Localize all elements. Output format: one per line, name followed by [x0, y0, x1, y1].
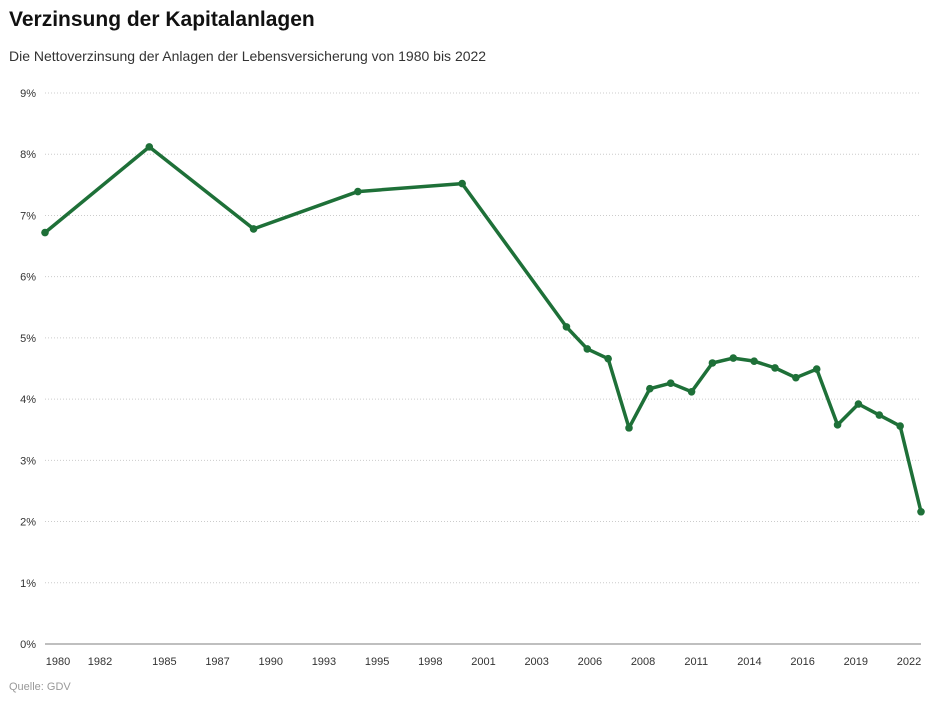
- y-tick-label: 6%: [20, 272, 36, 284]
- data-point: [875, 411, 884, 419]
- data-point: [812, 365, 821, 373]
- data-point: [792, 373, 800, 382]
- data-point: [917, 507, 925, 516]
- x-tick-label: 1990: [259, 656, 283, 668]
- chart-subtitle: Die Nettoverzinsung der Anlagen der Lebe…: [9, 48, 487, 64]
- y-tick-label: 0%: [20, 639, 36, 651]
- y-tick-label: 4%: [20, 394, 36, 406]
- data-point: [687, 387, 696, 396]
- x-tick-label: 2011: [684, 656, 708, 668]
- x-tick-label: 2022: [897, 656, 921, 668]
- y-tick-label: 7%: [20, 210, 36, 222]
- source-note: Quelle: GDV: [9, 681, 71, 693]
- y-tick-label: 9%: [20, 88, 36, 100]
- x-tick-label: 1982: [88, 656, 112, 668]
- data-point: [896, 422, 904, 430]
- x-tick-label: 1980: [46, 656, 70, 668]
- x-tick-label: 2003: [524, 656, 548, 668]
- x-tick-label: 1985: [152, 656, 176, 668]
- data-point: [145, 143, 154, 151]
- x-tick-label: 1987: [205, 656, 229, 668]
- y-tick-label: 3%: [20, 455, 36, 467]
- data-point: [833, 421, 842, 429]
- data-point: [646, 384, 654, 393]
- x-tick-label: 2001: [471, 656, 495, 668]
- y-tick-label: 5%: [20, 333, 36, 345]
- data-point: [583, 345, 592, 353]
- data-point: [604, 354, 612, 363]
- data-point: [729, 354, 738, 362]
- data-point: [750, 357, 758, 365]
- data-point: [354, 187, 362, 196]
- x-tick-label: 2019: [844, 656, 868, 668]
- x-tick-label: 2006: [578, 656, 602, 668]
- x-tick-label: 1998: [418, 656, 442, 668]
- y-tick-label: 1%: [20, 578, 36, 590]
- x-tick-label: 2008: [631, 656, 655, 668]
- series-line: [43, 145, 923, 513]
- data-point: [562, 323, 571, 331]
- data-point: [249, 225, 258, 233]
- data-point: [771, 364, 779, 372]
- data-point: [854, 400, 863, 408]
- x-tick-label: 1995: [365, 656, 389, 668]
- data-point: [625, 424, 633, 432]
- y-tick-label: 8%: [20, 149, 36, 161]
- data-point: [708, 359, 717, 367]
- y-tick-label: 2%: [20, 517, 36, 529]
- x-tick-label: 1993: [312, 656, 336, 668]
- chart-title: Verzinsung der Kapitalanlagen: [9, 8, 315, 31]
- x-tick-label: 2014: [737, 656, 761, 668]
- data-point: [458, 179, 466, 188]
- data-point: [41, 228, 49, 237]
- x-tick-label: 2016: [790, 656, 814, 668]
- data-point: [666, 379, 675, 387]
